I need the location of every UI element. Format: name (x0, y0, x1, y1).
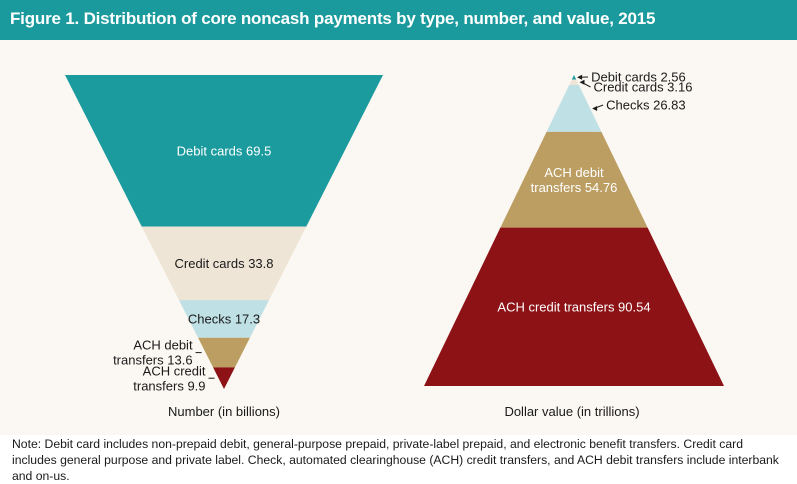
funnel-axis-label: Number (in billions) (168, 404, 280, 419)
figure-note: Note: Debit card includes non-prepaid de… (12, 436, 787, 484)
figure-title: Figure 1. Distribution of core noncash p… (10, 9, 655, 29)
pyramid-leader-arrow (579, 80, 584, 85)
funnel-label-ach-credit-transfers: transfers 9.9 (133, 378, 205, 393)
funnel-label-ach-credit-transfers: ACH credit (143, 363, 206, 378)
pyramid-segment-credit-cards (569, 79, 579, 85)
pyramid-label-credit-cards: Credit cards 3.16 (593, 80, 692, 95)
pyramid-leader-arrow (592, 106, 597, 111)
pyramid-leader-arrow (577, 75, 582, 80)
pyramid-label-ach-credit-transfers: ACH credit transfers 90.54 (497, 299, 650, 314)
pyramid-label-checks: Checks 26.83 (606, 98, 686, 113)
funnel-label-debit-cards: Debit cards 69.5 (177, 143, 272, 158)
funnel-segment-ach-debit-transfers (198, 338, 250, 368)
pyramid-label-ach-debit-transfers: ACH debit (544, 165, 604, 180)
chart-canvas: Debit cards 69.5 Credit cards 33.8 Checks … (0, 40, 797, 435)
pyramid-segment-debit-cards (572, 75, 576, 79)
pyramid-label-ach-debit-transfers: transfers 54.76 (531, 180, 618, 195)
funnel-label-checks: Checks 17.3 (188, 311, 260, 326)
funnel-chart-number: Debit cards 69.5 Credit cards 33.8 Checks … (65, 75, 383, 393)
figure-header: Figure 1. Distribution of core noncash p… (0, 0, 797, 40)
funnel-label-credit-cards: Credit cards 33.8 (175, 256, 274, 271)
funnel-label-ach-debit-transfers: ACH debit (133, 338, 193, 353)
funnel-segment-ach-credit-transfers (213, 367, 235, 389)
pyramid-axis-label: Dollar value (in trillions) (504, 404, 639, 419)
